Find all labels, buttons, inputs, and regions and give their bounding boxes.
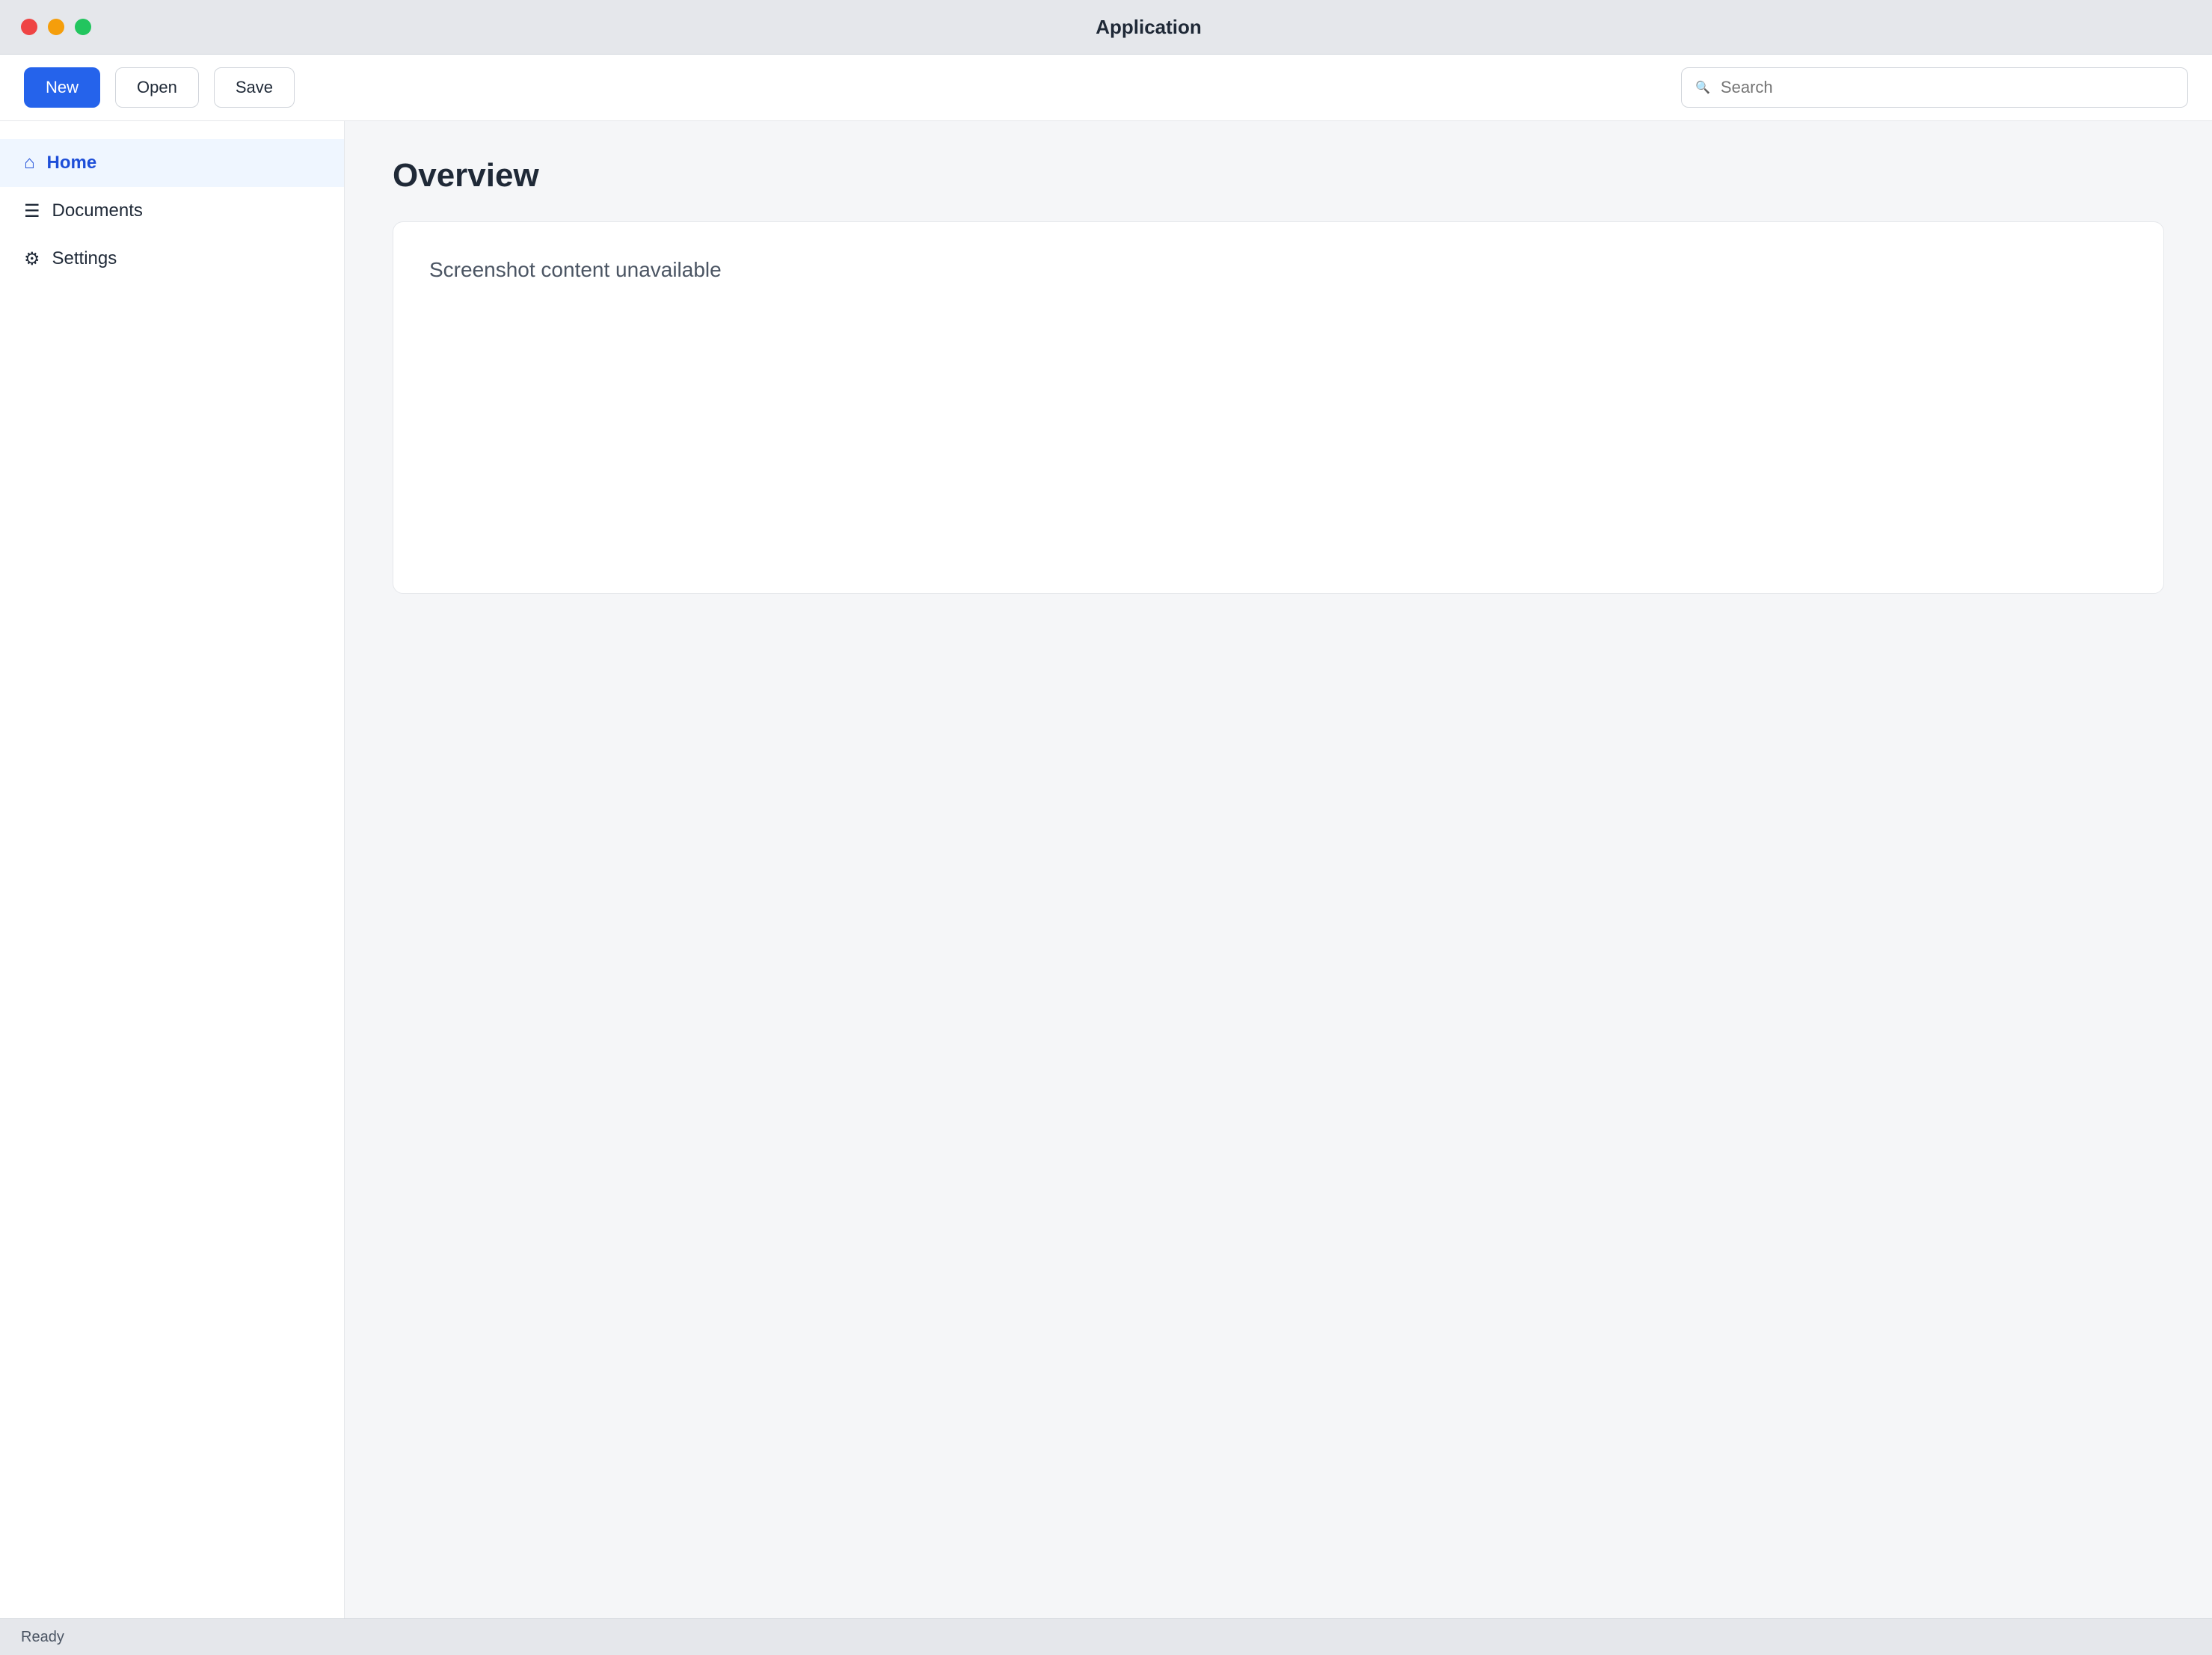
sidebar-item-home[interactable]: ⌂ Home — [0, 139, 344, 187]
window-controls — [21, 19, 91, 35]
status-text: Ready — [21, 1628, 64, 1645]
placeholder-message: Screenshot content unavailable — [429, 258, 722, 281]
new-button[interactable]: New — [24, 67, 101, 108]
home-icon: ⌂ — [24, 153, 35, 173]
sidebar: ⌂ Home ☰ Documents ⚙ Settings — [0, 121, 345, 1618]
main-panel: Overview Screenshot content unavailable — [345, 121, 2212, 1618]
content-panel: Screenshot content unavailable — [393, 221, 2164, 594]
close-icon[interactable] — [21, 19, 37, 35]
content-area: ⌂ Home ☰ Documents ⚙ Settings Overview S… — [0, 121, 2212, 1618]
title-bar: Application — [0, 0, 2212, 55]
search-box[interactable]: 🔍 — [1681, 67, 2188, 108]
open-button[interactable]: Open — [115, 67, 199, 108]
status-bar: Ready — [0, 1618, 2212, 1655]
toolbar: New Open Save 🔍 — [0, 55, 2212, 121]
gear-icon: ⚙ — [24, 248, 40, 269]
page-title: Overview — [393, 157, 539, 194]
sidebar-item-label: Documents — [52, 200, 143, 221]
search-icon: 🔍 — [1695, 82, 1710, 94]
maximize-icon[interactable] — [75, 19, 91, 35]
search-input[interactable] — [1718, 77, 2174, 98]
window-title: Application — [1096, 15, 1202, 38]
minimize-icon[interactable] — [48, 19, 64, 35]
sidebar-item-label: Home — [46, 153, 97, 173]
sidebar-item-label: Settings — [52, 248, 117, 268]
sidebar-item-settings[interactable]: ⚙ Settings — [0, 235, 344, 283]
sidebar-item-documents[interactable]: ☰ Documents — [0, 187, 344, 235]
document-icon: ☰ — [24, 200, 40, 221]
save-button[interactable]: Save — [213, 67, 295, 108]
